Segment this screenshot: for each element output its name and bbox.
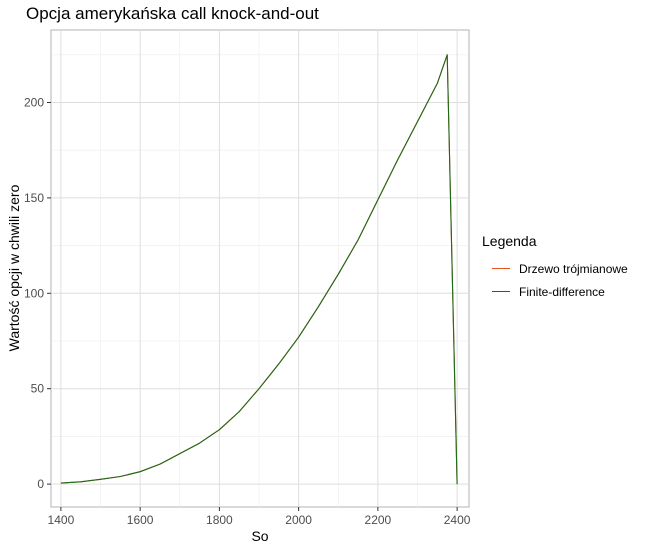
grid — [51, 30, 469, 507]
axis-ticks: 1400 1600 1800 2000 2200 2400 0 50 100 150 200 — [24, 96, 471, 527]
y-axis-title: Wartość opcji w chwili zero — [6, 184, 22, 351]
x-tick-label: 1600 — [127, 513, 154, 527]
legend-label-finite-difference: Finite-difference — [519, 284, 605, 299]
y-tick-label: 100 — [24, 286, 44, 300]
legend-item-drzewo: Drzewo trójmianowe — [482, 257, 628, 280]
legend: Legenda Drzewo trójmianowe Finite-differ… — [482, 233, 628, 303]
legend-item-finite-difference: Finite-difference — [482, 280, 628, 303]
x-tick-label: 2000 — [285, 513, 312, 527]
x-tick-label: 1400 — [48, 513, 75, 527]
y-tick-label: 0 — [37, 477, 44, 491]
series-line-finite-difference — [60, 54, 458, 485]
series-lines — [60, 54, 458, 485]
y-tick-label: 150 — [24, 191, 44, 205]
legend-label-drzewo: Drzewo trójmianowe — [519, 261, 628, 276]
x-axis-title: So — [251, 528, 268, 544]
x-tick-label: 1800 — [206, 513, 233, 527]
chart-title: Opcja amerykańska call knock-and-out — [26, 4, 319, 23]
legend-key-drzewo — [492, 268, 510, 269]
y-tick-label: 200 — [24, 96, 44, 110]
y-tick-label: 50 — [31, 382, 45, 396]
legend-key-finite-difference — [492, 291, 510, 292]
legend-title: Legenda — [482, 233, 537, 249]
x-tick-label: 2200 — [365, 513, 392, 527]
x-tick-label: 2400 — [444, 513, 471, 527]
plot-panel — [50, 29, 470, 508]
